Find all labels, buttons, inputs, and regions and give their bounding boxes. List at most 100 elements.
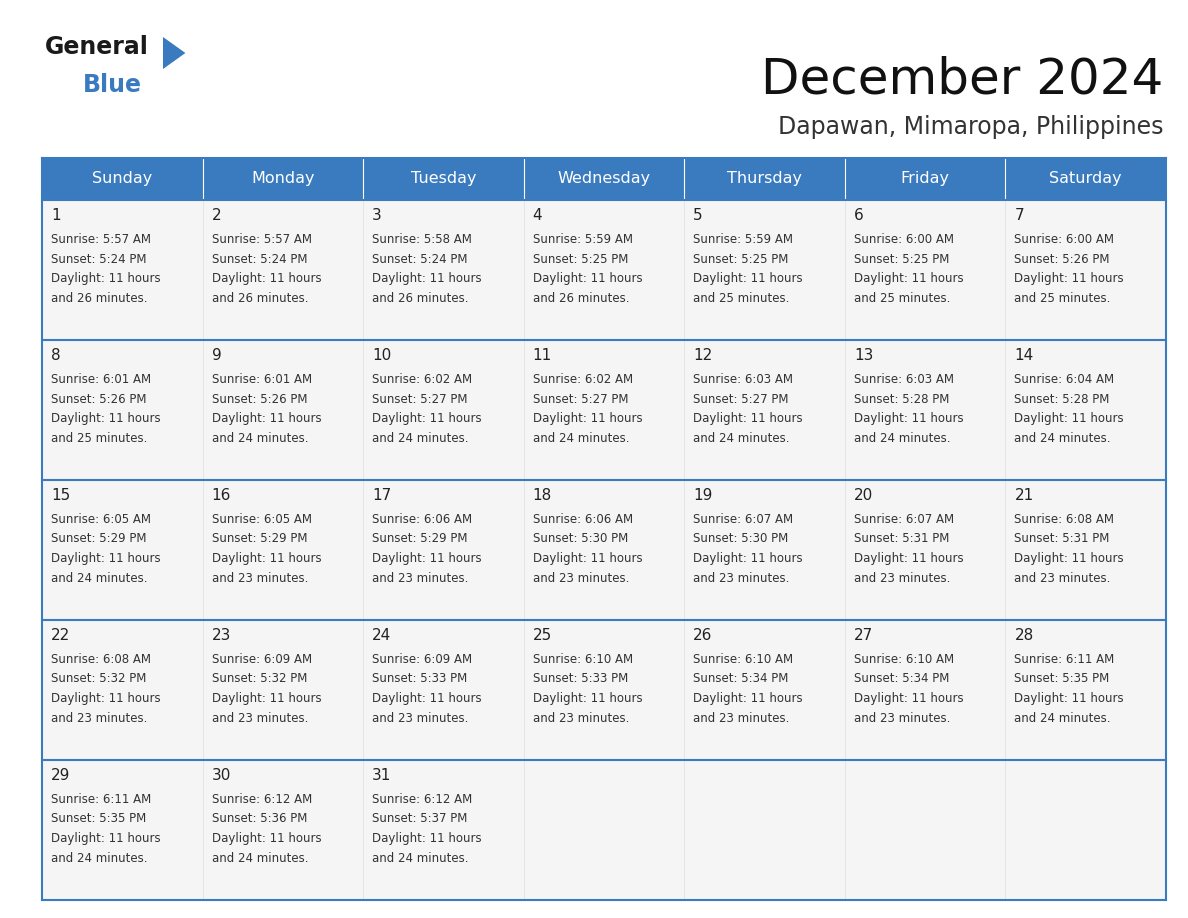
- Text: Daylight: 11 hours: Daylight: 11 hours: [372, 692, 482, 705]
- Text: Friday: Friday: [901, 172, 949, 186]
- Bar: [845, 200, 1005, 340]
- Text: Sunset: 5:29 PM: Sunset: 5:29 PM: [211, 532, 307, 545]
- Text: 20: 20: [854, 488, 873, 503]
- Text: Sunrise: 6:03 AM: Sunrise: 6:03 AM: [854, 373, 954, 386]
- Text: 6: 6: [854, 208, 864, 223]
- Text: Daylight: 11 hours: Daylight: 11 hours: [51, 692, 160, 705]
- Text: and 25 minutes.: and 25 minutes.: [51, 431, 147, 444]
- Text: Sunset: 5:30 PM: Sunset: 5:30 PM: [694, 532, 789, 545]
- Text: 30: 30: [211, 768, 230, 783]
- Text: Blue: Blue: [83, 73, 143, 97]
- Text: Sunrise: 5:57 AM: Sunrise: 5:57 AM: [51, 233, 151, 246]
- Text: December 2024: December 2024: [760, 55, 1163, 103]
- Bar: [42, 340, 203, 480]
- Text: Daylight: 11 hours: Daylight: 11 hours: [51, 552, 160, 565]
- Text: Daylight: 11 hours: Daylight: 11 hours: [372, 832, 482, 845]
- Bar: [203, 480, 364, 620]
- Text: 17: 17: [372, 488, 391, 503]
- Text: Tuesday: Tuesday: [411, 172, 476, 186]
- Text: and 26 minutes.: and 26 minutes.: [51, 292, 147, 305]
- Text: Daylight: 11 hours: Daylight: 11 hours: [1015, 692, 1124, 705]
- Bar: [684, 200, 845, 340]
- Text: 19: 19: [694, 488, 713, 503]
- Text: and 26 minutes.: and 26 minutes.: [211, 292, 308, 305]
- Text: and 25 minutes.: and 25 minutes.: [854, 292, 950, 305]
- Text: 1: 1: [51, 208, 61, 223]
- Text: Daylight: 11 hours: Daylight: 11 hours: [854, 272, 963, 285]
- Text: Sunrise: 6:12 AM: Sunrise: 6:12 AM: [211, 793, 311, 806]
- Bar: [364, 200, 524, 340]
- Text: Sunrise: 6:10 AM: Sunrise: 6:10 AM: [694, 653, 794, 666]
- Text: and 23 minutes.: and 23 minutes.: [854, 572, 950, 585]
- Text: Daylight: 11 hours: Daylight: 11 hours: [1015, 272, 1124, 285]
- Text: Sunrise: 6:02 AM: Sunrise: 6:02 AM: [372, 373, 473, 386]
- Text: and 24 minutes.: and 24 minutes.: [1015, 711, 1111, 724]
- Text: Sunset: 5:27 PM: Sunset: 5:27 PM: [532, 393, 628, 406]
- Text: Sunset: 5:26 PM: Sunset: 5:26 PM: [1015, 252, 1110, 265]
- Bar: [845, 760, 1005, 900]
- Bar: [845, 158, 1005, 200]
- Text: 28: 28: [1015, 628, 1034, 643]
- Text: Sunset: 5:24 PM: Sunset: 5:24 PM: [372, 252, 468, 265]
- Text: 26: 26: [694, 628, 713, 643]
- Text: Sunrise: 6:06 AM: Sunrise: 6:06 AM: [372, 513, 473, 526]
- Text: and 26 minutes.: and 26 minutes.: [372, 292, 468, 305]
- Text: Sunset: 5:33 PM: Sunset: 5:33 PM: [532, 673, 628, 686]
- Text: Sunrise: 6:01 AM: Sunrise: 6:01 AM: [51, 373, 151, 386]
- Text: Sunrise: 6:11 AM: Sunrise: 6:11 AM: [1015, 653, 1114, 666]
- Bar: [684, 620, 845, 760]
- Text: Daylight: 11 hours: Daylight: 11 hours: [211, 552, 321, 565]
- Text: Sunset: 5:34 PM: Sunset: 5:34 PM: [694, 673, 789, 686]
- Text: 9: 9: [211, 348, 221, 363]
- Text: Sunset: 5:25 PM: Sunset: 5:25 PM: [854, 252, 949, 265]
- Text: Daylight: 11 hours: Daylight: 11 hours: [694, 692, 803, 705]
- Text: Sunrise: 6:05 AM: Sunrise: 6:05 AM: [51, 513, 151, 526]
- Text: Daylight: 11 hours: Daylight: 11 hours: [372, 552, 482, 565]
- Text: and 24 minutes.: and 24 minutes.: [532, 431, 630, 444]
- Text: and 23 minutes.: and 23 minutes.: [51, 711, 147, 724]
- Bar: [684, 340, 845, 480]
- Text: and 23 minutes.: and 23 minutes.: [532, 711, 630, 724]
- Text: and 24 minutes.: and 24 minutes.: [372, 431, 468, 444]
- Bar: [684, 480, 845, 620]
- Bar: [524, 480, 684, 620]
- Text: Sunset: 5:30 PM: Sunset: 5:30 PM: [532, 532, 628, 545]
- Text: 13: 13: [854, 348, 873, 363]
- Text: Sunset: 5:32 PM: Sunset: 5:32 PM: [211, 673, 307, 686]
- Text: and 23 minutes.: and 23 minutes.: [372, 572, 468, 585]
- Text: Saturday: Saturday: [1049, 172, 1121, 186]
- Text: Sunrise: 5:59 AM: Sunrise: 5:59 AM: [694, 233, 794, 246]
- Text: Sunrise: 6:09 AM: Sunrise: 6:09 AM: [211, 653, 311, 666]
- Text: and 24 minutes.: and 24 minutes.: [211, 431, 308, 444]
- Bar: [524, 760, 684, 900]
- Text: Sunrise: 6:02 AM: Sunrise: 6:02 AM: [532, 373, 633, 386]
- Text: and 23 minutes.: and 23 minutes.: [854, 711, 950, 724]
- Bar: [42, 620, 203, 760]
- Text: Sunrise: 6:10 AM: Sunrise: 6:10 AM: [532, 653, 633, 666]
- Text: 15: 15: [51, 488, 70, 503]
- Text: and 24 minutes.: and 24 minutes.: [372, 852, 468, 865]
- Text: Sunset: 5:26 PM: Sunset: 5:26 PM: [211, 393, 307, 406]
- Bar: [42, 200, 203, 340]
- Text: 24: 24: [372, 628, 391, 643]
- Text: 27: 27: [854, 628, 873, 643]
- Bar: [1005, 340, 1165, 480]
- Text: Sunrise: 6:01 AM: Sunrise: 6:01 AM: [211, 373, 311, 386]
- Text: Sunset: 5:29 PM: Sunset: 5:29 PM: [372, 532, 468, 545]
- Text: Daylight: 11 hours: Daylight: 11 hours: [532, 272, 643, 285]
- Text: and 25 minutes.: and 25 minutes.: [1015, 292, 1111, 305]
- Text: Sunrise: 6:10 AM: Sunrise: 6:10 AM: [854, 653, 954, 666]
- Text: Daylight: 11 hours: Daylight: 11 hours: [51, 272, 160, 285]
- Text: Sunset: 5:28 PM: Sunset: 5:28 PM: [1015, 393, 1110, 406]
- Text: Daylight: 11 hours: Daylight: 11 hours: [211, 272, 321, 285]
- Bar: [845, 480, 1005, 620]
- Text: Sunrise: 6:00 AM: Sunrise: 6:00 AM: [1015, 233, 1114, 246]
- Bar: [524, 620, 684, 760]
- Text: and 26 minutes.: and 26 minutes.: [532, 292, 630, 305]
- Text: Sunrise: 5:57 AM: Sunrise: 5:57 AM: [211, 233, 311, 246]
- Text: Sunset: 5:31 PM: Sunset: 5:31 PM: [854, 532, 949, 545]
- Text: Daylight: 11 hours: Daylight: 11 hours: [211, 692, 321, 705]
- Text: Sunset: 5:25 PM: Sunset: 5:25 PM: [694, 252, 789, 265]
- Text: Thursday: Thursday: [727, 172, 802, 186]
- Text: Sunset: 5:32 PM: Sunset: 5:32 PM: [51, 673, 146, 686]
